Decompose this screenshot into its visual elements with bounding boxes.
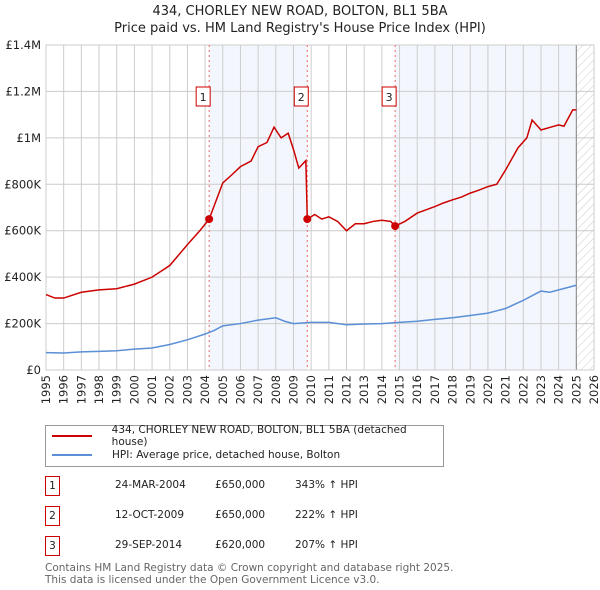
sale-label: 3 xyxy=(386,91,393,104)
footer-line: Contains HM Land Registry data © Crown c… xyxy=(45,562,454,574)
sale-label: 2 xyxy=(298,91,305,104)
x-tick-label: 2014 xyxy=(375,375,389,404)
x-tick-label: 2012 xyxy=(340,375,354,404)
series-line xyxy=(45,284,577,354)
x-tick-label: 2009 xyxy=(286,375,300,404)
y-tick-label: £1.2M xyxy=(5,84,41,98)
x-tick-label: 2007 xyxy=(251,375,265,404)
plot-border xyxy=(45,44,595,371)
sale-hpi: 222% ↑ HPI xyxy=(295,509,358,521)
x-tick-label: 2008 xyxy=(269,375,283,404)
x-tick-label: 2022 xyxy=(516,375,530,404)
y-tick-label: £1M xyxy=(16,131,41,145)
y-tick-label: £0 xyxy=(26,363,41,377)
sale-label-box xyxy=(381,86,397,107)
sale-number: 3 xyxy=(45,536,60,556)
x-tick-label: 1998 xyxy=(92,375,106,404)
shaded-period xyxy=(395,45,577,370)
x-tick-label: 2004 xyxy=(198,375,212,404)
sale-row: 1 24-MAR-2004 £650,000 343% ↑ HPI xyxy=(45,476,445,496)
x-tick-label: 2005 xyxy=(216,375,230,404)
sale-point xyxy=(391,222,400,231)
title: 434, CHORLEY NEW ROAD, BOLTON, BL1 5BA xyxy=(152,4,448,19)
x-tick-label: 1996 xyxy=(57,375,71,404)
sale-row: 3 29-SEP-2014 £620,000 207% ↑ HPI xyxy=(45,536,445,556)
x-tick-label: 2024 xyxy=(552,375,566,404)
sale-label: 1 xyxy=(200,91,207,104)
y-tick-label: £800K xyxy=(4,177,41,191)
sale-price: £650,000 xyxy=(215,479,266,491)
sale-row: 2 12-OCT-2009 £650,000 222% ↑ HPI xyxy=(45,506,445,526)
footer: Contains HM Land Registry data © Crown c… xyxy=(45,562,453,586)
sale-price: £650,000 xyxy=(215,509,266,521)
sale-date: 24-MAR-2004 xyxy=(115,479,186,491)
future-hatch xyxy=(576,45,594,370)
x-tick-label: 1999 xyxy=(110,375,124,404)
sale-date: 12-OCT-2009 xyxy=(115,509,184,521)
y-tick-label: £600K xyxy=(4,224,41,238)
x-tick-label: 2001 xyxy=(145,375,159,404)
x-tick-label: 1995 xyxy=(39,375,53,404)
x-tick-label: 2020 xyxy=(481,375,495,404)
y-tick-label: £200K xyxy=(4,317,41,331)
x-tick-label: 2026 xyxy=(587,375,600,404)
sale-label-box xyxy=(195,86,211,107)
sale-price: £620,000 xyxy=(215,539,266,551)
x-tick-label: 2021 xyxy=(499,375,513,404)
x-tick-label: 2016 xyxy=(410,375,424,404)
sale-hpi: 343% ↑ HPI xyxy=(295,479,358,491)
x-tick-label: 2006 xyxy=(233,375,247,404)
legend-label: HPI: Average price, detached house, Bolt… xyxy=(112,448,341,461)
footer-line: This data is licensed under the Open Gov… xyxy=(45,574,380,586)
y-tick-label: £1.4M xyxy=(5,38,41,52)
x-tick-label: 2025 xyxy=(569,375,583,404)
sale-number: 1 xyxy=(45,476,60,496)
sale-label-box xyxy=(293,86,309,107)
legend-line-red xyxy=(52,434,92,437)
x-tick-label: 2018 xyxy=(446,375,460,404)
y-tick-label: £400K xyxy=(4,270,41,284)
sale-date: 29-SEP-2014 xyxy=(115,539,183,551)
x-tick-label: 2015 xyxy=(393,375,407,404)
subtitle: Price paid vs. HM Land Registry's House … xyxy=(114,21,486,36)
chart-title: 434, CHORLEY NEW ROAD, BOLTON, BL1 5BA P… xyxy=(0,3,600,37)
legend: 434, CHORLEY NEW ROAD, BOLTON, BL1 5BA (… xyxy=(45,423,444,467)
legend-line-blue xyxy=(52,453,92,456)
legend-label: 434, CHORLEY NEW ROAD, BOLTON, BL1 5BA (… xyxy=(111,423,407,448)
sale-number: 2 xyxy=(45,506,60,526)
chart: 1995 1996 1997 1998 1999 2000 2001 2002 2003 2004… xyxy=(4,38,600,404)
x-tick-label: 2023 xyxy=(534,375,548,404)
sale-point xyxy=(303,215,312,224)
x-tick-label: 2010 xyxy=(304,375,318,404)
x-tick-label: 2003 xyxy=(180,375,194,404)
sale-hpi: 207% ↑ HPI xyxy=(295,539,358,551)
x-tick-label: 2002 xyxy=(163,375,177,404)
x-tick-label: 2019 xyxy=(463,375,477,404)
x-tick-label: 2017 xyxy=(428,375,442,404)
series-line xyxy=(45,108,577,299)
x-tick-label: 2000 xyxy=(127,375,141,404)
x-tick-label: 1997 xyxy=(74,375,88,404)
x-tick-label: 2013 xyxy=(357,375,371,404)
sale-point xyxy=(205,215,214,224)
x-tick-label: 2011 xyxy=(322,375,336,404)
